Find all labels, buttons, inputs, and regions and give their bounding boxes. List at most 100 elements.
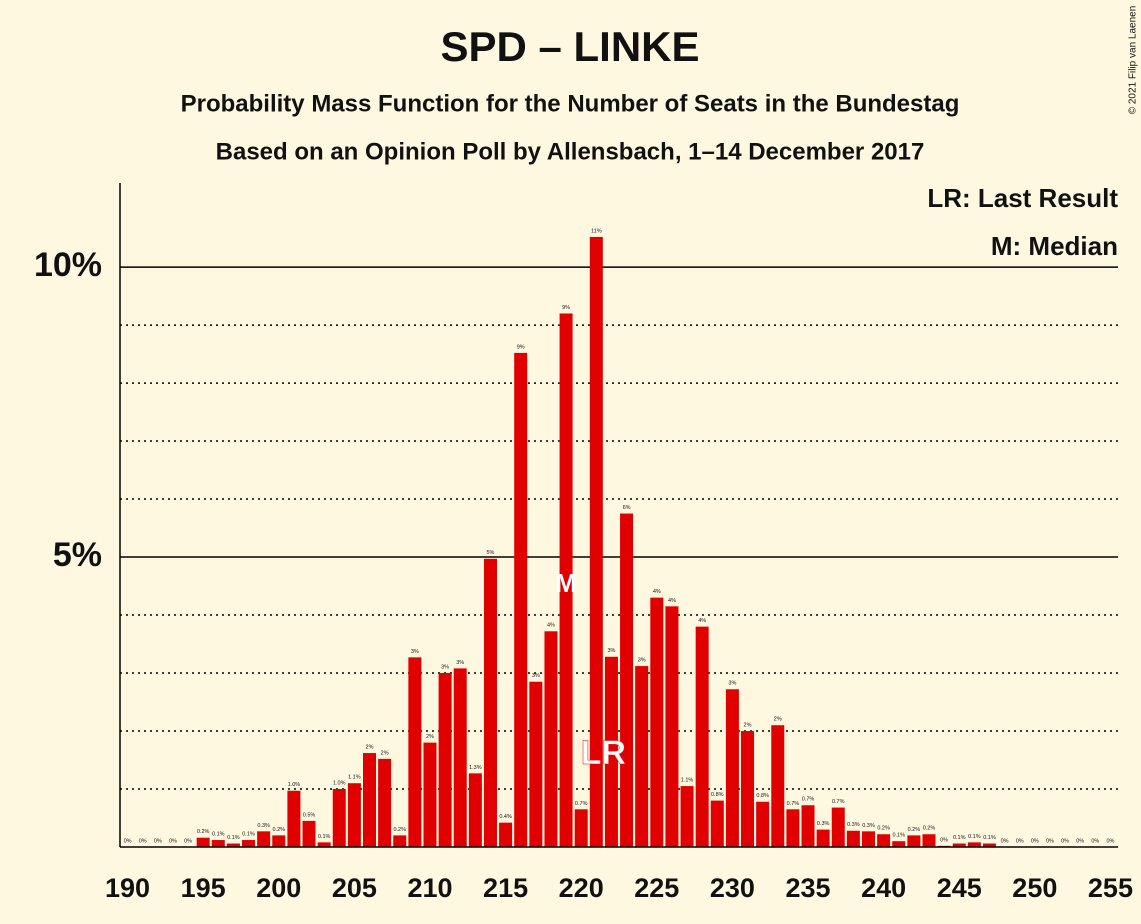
data-label: 0% (169, 838, 177, 844)
data-label: 0% (1061, 838, 1069, 844)
bar (483, 558, 497, 847)
data-label: 0.3% (847, 822, 860, 828)
data-label: 0.7% (575, 801, 588, 807)
data-label: 0% (1091, 838, 1099, 844)
bar (907, 835, 921, 847)
last-result-marker: LR (581, 734, 626, 772)
data-label: 0% (184, 838, 192, 844)
chart-subtitle: Probability Mass Function for the Number… (181, 90, 960, 117)
data-label: 0.2% (877, 826, 890, 832)
data-label: 0% (1046, 838, 1054, 844)
data-label: 6% (623, 505, 631, 511)
bar (196, 837, 210, 847)
bar (861, 831, 876, 847)
data-label: 0.8% (756, 793, 769, 799)
data-label: 3% (532, 673, 540, 679)
bar (710, 800, 724, 847)
data-label: 0.8% (711, 792, 724, 798)
bar (514, 352, 528, 847)
bar (408, 657, 422, 847)
x-tick-label: 225 (634, 873, 679, 903)
data-label: 0.3% (817, 821, 830, 827)
data-label: 9% (562, 305, 570, 311)
bar (393, 835, 407, 847)
bar (574, 809, 588, 847)
data-label: 0.1% (318, 834, 331, 840)
bar (665, 606, 679, 847)
data-label: 0.3% (257, 823, 270, 829)
bar (499, 822, 513, 847)
bar (922, 834, 936, 847)
data-label: 0.1% (212, 831, 225, 837)
data-label: 2% (381, 750, 389, 756)
data-label: 0.1% (892, 833, 905, 839)
data-label: 3% (638, 658, 646, 664)
data-label: 2% (366, 745, 374, 751)
y-tick-label: 5% (53, 536, 102, 574)
bar (257, 831, 271, 847)
data-label: 1.1% (681, 778, 694, 784)
y-tick-label: 10% (34, 246, 102, 284)
bar (877, 834, 891, 847)
data-label: 0% (139, 838, 147, 844)
chart-subtitle: Based on an Opinion Poll by Allensbach, … (216, 138, 925, 165)
data-label: 0.1% (968, 834, 981, 840)
data-label: 9% (517, 344, 525, 350)
bar (756, 801, 770, 847)
x-tick-label: 240 (861, 873, 906, 903)
x-tick-label: 215 (483, 873, 528, 903)
bar (287, 790, 301, 847)
data-label: 0% (1016, 838, 1024, 844)
bar (846, 830, 860, 847)
data-label: 1.0% (333, 780, 346, 786)
bar (650, 597, 664, 847)
bar (559, 313, 573, 847)
bar (438, 673, 452, 847)
data-label: 0% (1001, 838, 1009, 844)
x-tick-label: 205 (332, 873, 377, 903)
bar (680, 786, 694, 847)
data-label: 0.1% (983, 835, 996, 841)
bar (242, 840, 256, 847)
bar (635, 666, 649, 847)
x-tick-label: 235 (785, 873, 830, 903)
data-label: 0% (940, 837, 948, 843)
data-label: 0% (1106, 838, 1114, 844)
data-label: 1.0% (288, 782, 301, 788)
data-label: 1.3% (469, 765, 482, 771)
data-label: 0% (124, 838, 132, 844)
bar (226, 843, 240, 847)
bar (272, 835, 286, 847)
data-label: 0.5% (303, 812, 316, 818)
copyright: © 2021 Filip van Laenen (1128, 6, 1139, 115)
data-label: 2% (744, 722, 752, 728)
bar (982, 843, 996, 847)
data-label: 11% (591, 228, 602, 234)
data-label: 3% (441, 664, 449, 670)
data-label: 2% (426, 734, 434, 740)
data-label: 0.2% (923, 826, 936, 832)
bar (725, 689, 739, 847)
legend-entry: M: Median (991, 231, 1118, 261)
data-label: 0% (154, 838, 162, 844)
data-label: 4% (653, 589, 661, 595)
data-label: 3% (607, 648, 615, 654)
data-label: 5% (486, 550, 494, 556)
bar (378, 758, 392, 847)
x-tick-label: 210 (407, 873, 452, 903)
data-label: 0.2% (197, 829, 210, 835)
bar (589, 236, 603, 847)
bar (347, 783, 361, 847)
bar (801, 805, 815, 847)
x-tick-label: 250 (1012, 873, 1057, 903)
bar (816, 829, 830, 847)
bar (967, 842, 981, 847)
data-label: 0.2% (393, 827, 406, 833)
bar (604, 656, 618, 847)
data-label: 4% (668, 598, 676, 604)
x-tick-label: 190 (105, 873, 150, 903)
legend-entry: LR: Last Result (927, 183, 1118, 213)
bar (620, 513, 634, 847)
bar (952, 843, 966, 847)
